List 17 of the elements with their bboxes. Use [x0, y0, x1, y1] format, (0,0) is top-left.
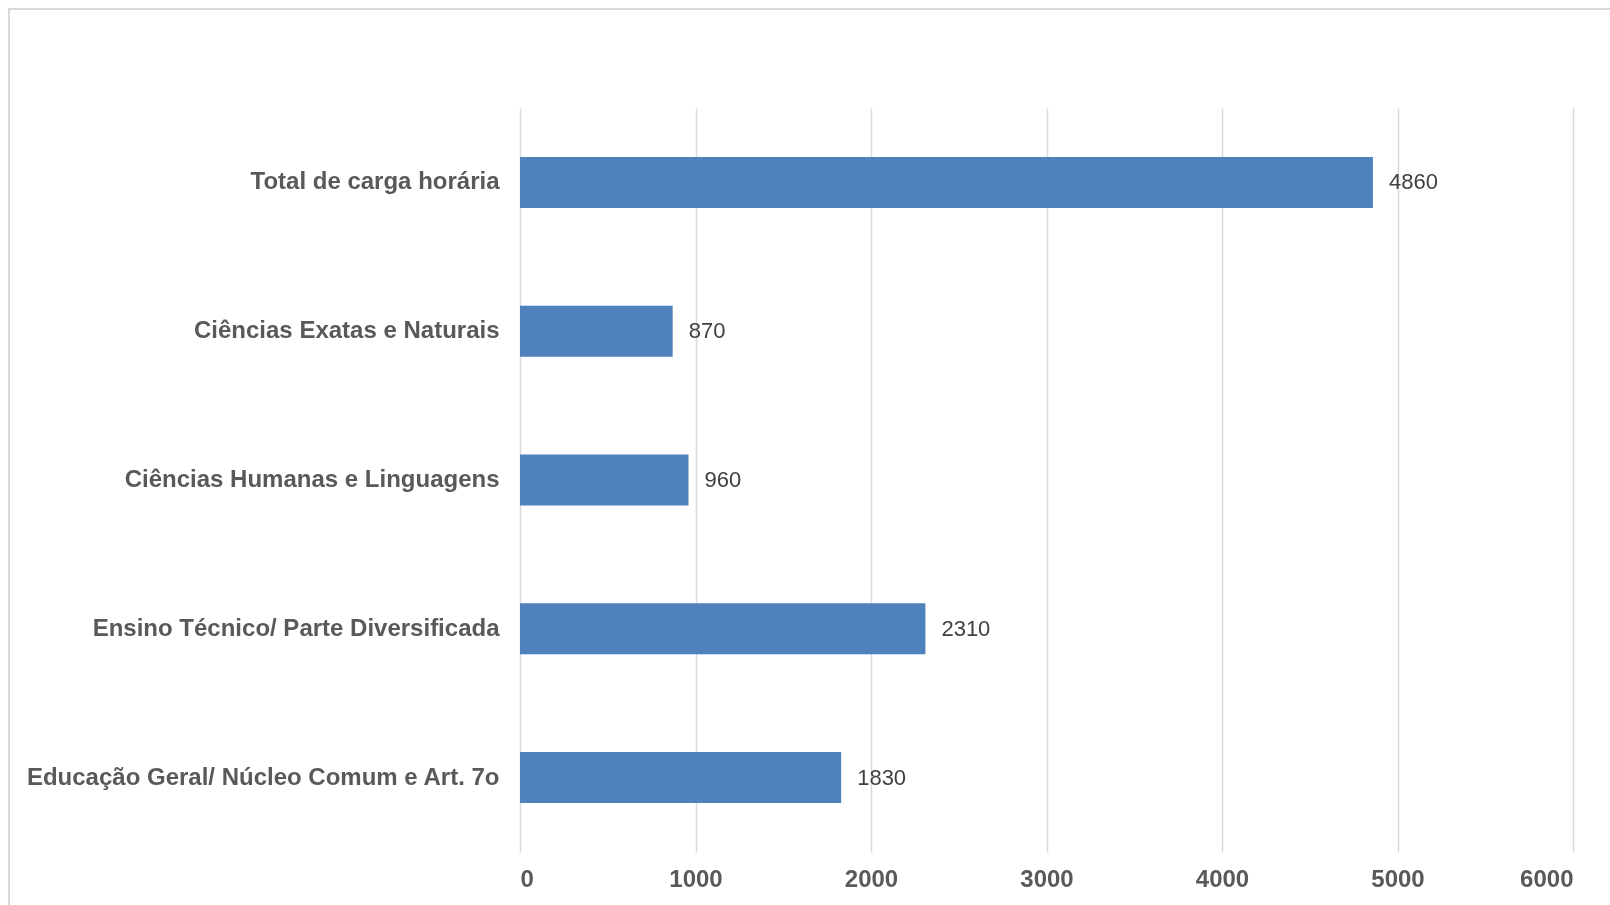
y-tick-label: Educação Geral/ Núcleo Comum e Art. 7o [26, 762, 500, 790]
y-tick-label: Ciências Exatas e Naturais [194, 316, 500, 344]
data-label: 2310 [941, 615, 991, 641]
y-tick-label: Total de carga horária [250, 167, 501, 195]
x-tick-label: 3000 [1020, 864, 1074, 892]
x-tick-label: 2000 [844, 864, 899, 892]
data-label: 870 [688, 318, 726, 344]
data-label: 4860 [1388, 169, 1438, 195]
data-label: 960 [704, 467, 742, 492]
y-tick-label: Ensino Técnico/ Parte Diversificada [92, 613, 501, 641]
x-tick-label: 4000 [1195, 864, 1250, 892]
y-tick-label: Ciências Humanas e Linguagens [124, 465, 500, 492]
data-label: 1830 [857, 764, 907, 790]
x-tick-label: 5000 [1371, 864, 1425, 892]
x-tick-label: 6000 [1520, 864, 1574, 892]
x-tick-label: 1000 [669, 864, 723, 892]
x-tick-label: 0 [520, 864, 534, 892]
